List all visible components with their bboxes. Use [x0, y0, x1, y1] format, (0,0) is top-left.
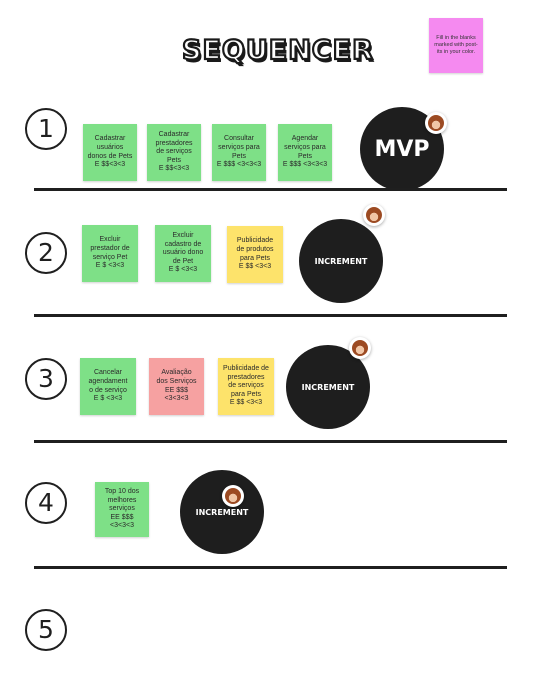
row-divider: [34, 440, 507, 443]
milestone-label: INCREMENT: [314, 256, 368, 266]
sticky-note[interactable]: Top 10 dos melhores serviços EE $$$ <3<3…: [95, 482, 149, 537]
sticky-note[interactable]: Cancelar agendament o de serviço E $ <3<…: [80, 358, 136, 415]
row-divider: [34, 314, 507, 317]
sticky-note[interactable]: Excluir prestador de serviço Pet E $ <3<…: [82, 225, 138, 282]
sticky-note[interactable]: Agendar serviços para Pets E $$$ <3<3<3: [278, 124, 332, 181]
row-number-1: 1: [25, 108, 67, 150]
page-title: SEQUENCER: [181, 34, 374, 67]
sticky-note[interactable]: Avaliação dos Serviços EE $$$ <3<3<3: [149, 358, 204, 415]
instruction-text: Fill in the blanks marked with post-its …: [434, 35, 478, 55]
sticky-note[interactable]: Publicidade de prestadores de serviços p…: [218, 358, 274, 415]
row-number-3: 3: [25, 358, 67, 400]
milestone-label: INCREMENT: [301, 382, 355, 392]
row-number-5: 5: [25, 609, 67, 651]
sticky-note[interactable]: Cadastrar usuários donos de Pets E $$<3<…: [83, 124, 137, 181]
sticky-note[interactable]: Publicidade de produtos para Pets E $$ <…: [227, 226, 283, 283]
row-number-2: 2: [25, 232, 67, 274]
avatar: [222, 485, 244, 507]
row-number-4: 4: [25, 482, 67, 524]
avatar: [425, 112, 447, 134]
avatar: [363, 204, 385, 226]
milestone-circle-increment: INCREMENT: [286, 345, 370, 429]
sticky-note[interactable]: Consultar serviços para Pets E $$$ <3<3<…: [212, 124, 266, 181]
milestone-label: INCREMENT: [195, 507, 249, 517]
row-divider: [34, 566, 507, 569]
milestone-circle-increment: INCREMENT: [299, 219, 383, 303]
sticky-note[interactable]: Excluir cadastro de usuário dono de Pet …: [155, 225, 211, 282]
row-divider: [34, 188, 507, 191]
avatar: [349, 337, 371, 359]
instruction-sticky-note: Fill in the blanks marked with post-its …: [429, 18, 483, 73]
milestone-circle-increment: INCREMENT: [180, 470, 264, 554]
milestone-label: MVP: [374, 136, 430, 162]
sticky-note[interactable]: Cadastrar prestadores de serviços Pets E…: [147, 124, 201, 181]
